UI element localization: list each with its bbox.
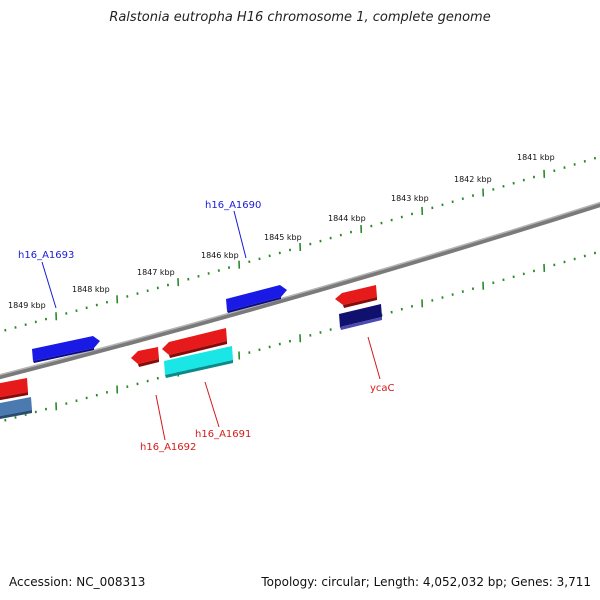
gene-left-steel[interactable] bbox=[0, 397, 32, 420]
kbp-label: 1849 kbp bbox=[8, 301, 46, 310]
gene-h16-a1691[interactable] bbox=[164, 346, 233, 378]
gene-ycaC[interactable] bbox=[339, 304, 382, 330]
gene-label-h16-a1693[interactable]: h16_A1693 bbox=[18, 250, 74, 261]
gene-left-red[interactable] bbox=[0, 378, 28, 401]
kbp-label: 1843 kbp bbox=[391, 194, 429, 203]
chart-title: Ralstonia eutropha H16 chromosome 1, com… bbox=[109, 10, 491, 25]
accession-text: Accession: NC_008313 bbox=[9, 575, 146, 589]
gene-label-h16-a1692[interactable]: h16_A1692 bbox=[140, 442, 196, 453]
leader-line bbox=[204, 381, 220, 428]
kbp-label: 1847 kbp bbox=[137, 268, 175, 277]
leader-line bbox=[41, 261, 57, 309]
kbp-label: 1844 kbp bbox=[328, 214, 366, 223]
genome-summary-text: Topology: circular; Length: 4,052,032 bp… bbox=[261, 575, 591, 589]
gene-label-h16-a1691[interactable]: h16_A1691 bbox=[195, 429, 251, 440]
kbp-label: 1841 kbp bbox=[517, 153, 555, 162]
gene-h16-a1692[interactable] bbox=[131, 347, 159, 367]
gene-red-mid[interactable] bbox=[162, 328, 227, 358]
gene-label-h16-a1690[interactable]: h16_A1690 bbox=[205, 200, 261, 211]
gene-h16-a1693[interactable] bbox=[32, 336, 100, 363]
gene-red-right[interactable] bbox=[335, 285, 377, 308]
upper-tick-ring bbox=[4, 156, 597, 332]
leader-line bbox=[155, 394, 166, 441]
chromosome-backbone-highlight bbox=[0, 201, 600, 376]
kbp-label: 1846 kbp bbox=[201, 251, 239, 260]
kbp-label: 1848 kbp bbox=[72, 285, 110, 294]
gene-h16-a1690[interactable] bbox=[226, 285, 287, 313]
lower-tick-ring bbox=[4, 251, 597, 422]
chromosome-backbone bbox=[0, 201, 600, 380]
leader-line bbox=[367, 336, 381, 380]
gene-label-ycaC[interactable]: ycaC bbox=[370, 383, 395, 394]
leader-line bbox=[233, 210, 247, 259]
kbp-label: 1842 kbp bbox=[454, 175, 492, 184]
kbp-label: 1845 kbp bbox=[264, 233, 302, 242]
